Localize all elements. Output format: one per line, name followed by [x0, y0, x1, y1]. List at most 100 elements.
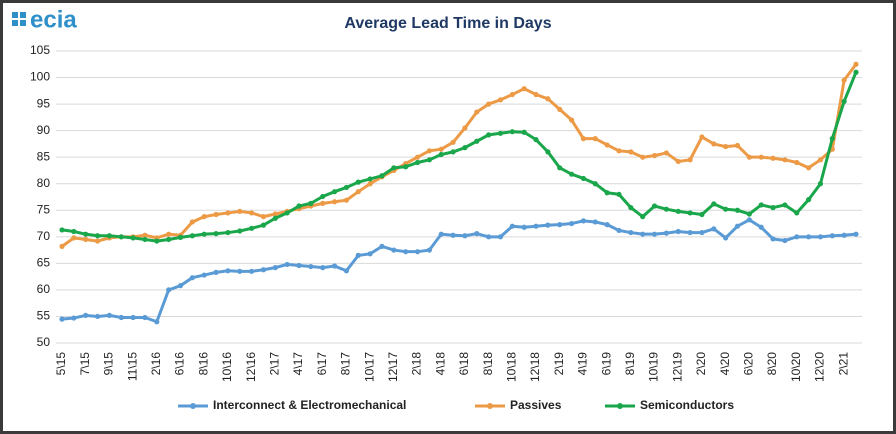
x-tick-label: 2\19 — [552, 352, 566, 376]
point — [568, 220, 575, 227]
x-tick-label: 2\21 — [836, 352, 850, 376]
point — [142, 236, 148, 243]
x-tick-label: 9\15 — [102, 352, 116, 376]
point — [509, 223, 515, 229]
point — [426, 157, 432, 163]
point — [320, 193, 326, 200]
point — [746, 154, 752, 160]
x-tick-label: 12\16 — [244, 352, 258, 382]
y-tick-label: 80 — [37, 176, 51, 190]
point — [118, 234, 124, 240]
point — [59, 316, 65, 322]
point — [450, 232, 456, 238]
point — [486, 234, 492, 240]
point — [545, 222, 551, 228]
x-tick-label: 10\20 — [789, 352, 803, 382]
point — [592, 219, 598, 225]
point — [249, 225, 255, 231]
point — [734, 223, 741, 229]
legend-marker — [617, 403, 623, 409]
point — [225, 268, 231, 274]
point — [343, 197, 350, 203]
point — [853, 231, 859, 237]
point — [331, 189, 338, 195]
x-tick-label: 4\17 — [291, 352, 305, 376]
point — [604, 142, 610, 148]
point — [249, 268, 255, 274]
point — [675, 228, 681, 235]
point — [166, 231, 172, 237]
point — [343, 184, 350, 191]
point — [225, 229, 231, 236]
point — [640, 214, 646, 220]
point — [545, 149, 551, 155]
x-tick-label: 6\19 — [599, 352, 613, 376]
point — [486, 132, 492, 138]
point — [711, 201, 717, 207]
point — [497, 234, 504, 240]
x-tick-label: 7\15 — [78, 352, 92, 376]
point — [71, 235, 77, 241]
point — [628, 205, 634, 211]
y-tick-label: 85 — [37, 149, 51, 163]
point — [699, 229, 705, 236]
point — [651, 203, 658, 209]
point — [723, 143, 729, 150]
point — [474, 231, 480, 237]
point — [83, 312, 89, 318]
point — [284, 261, 290, 268]
point — [154, 238, 160, 244]
point — [758, 154, 764, 160]
point — [225, 210, 231, 216]
point — [201, 231, 207, 237]
point — [509, 91, 515, 98]
x-tick-label: 10\19 — [647, 352, 661, 382]
x-tick-label: 8\18 — [481, 352, 495, 376]
point — [616, 191, 622, 197]
point — [568, 117, 575, 123]
point — [651, 231, 658, 237]
point — [533, 223, 539, 229]
point — [379, 173, 385, 179]
x-tick-label: 6\17 — [315, 352, 329, 376]
point — [616, 227, 622, 234]
point — [71, 315, 77, 321]
point — [308, 263, 314, 270]
point — [249, 210, 255, 216]
point — [758, 202, 764, 208]
point — [805, 234, 812, 240]
point — [237, 228, 243, 234]
point — [651, 152, 658, 159]
point — [557, 165, 563, 171]
point — [521, 86, 527, 92]
point — [355, 179, 361, 185]
x-tick-label: 10\17 — [362, 352, 376, 382]
point — [59, 243, 65, 249]
x-tick-label: 2\20 — [694, 352, 708, 376]
point — [474, 109, 480, 115]
point — [272, 265, 278, 271]
point — [782, 237, 788, 244]
point — [663, 206, 669, 212]
x-tick-label: 8\17 — [339, 352, 353, 376]
x-tick-label: 4\18 — [433, 352, 447, 376]
point — [545, 96, 551, 102]
point — [391, 165, 397, 171]
point — [403, 164, 409, 170]
point — [189, 233, 195, 239]
point — [331, 263, 338, 269]
point — [260, 214, 267, 220]
point — [367, 176, 373, 182]
point — [580, 175, 587, 182]
x-tick-label: 5\15 — [54, 352, 68, 376]
x-tick-label: 8\19 — [623, 352, 637, 376]
point — [782, 202, 788, 208]
point — [355, 189, 361, 195]
x-tick-label: 12\20 — [813, 352, 827, 382]
point — [687, 210, 693, 216]
point — [580, 218, 587, 224]
point — [367, 251, 373, 257]
point — [130, 314, 136, 321]
point — [237, 208, 243, 214]
point — [94, 313, 101, 320]
